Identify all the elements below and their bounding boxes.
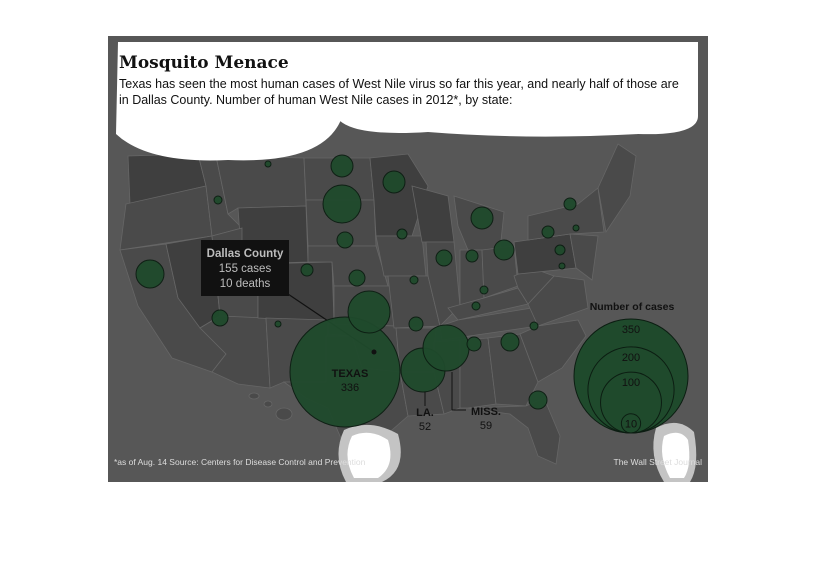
subtitle-blob — [328, 42, 698, 137]
hawaii-islands — [248, 392, 293, 421]
footnote-source: *as of Aug. 14 Source: Centers for Disea… — [114, 457, 366, 467]
state-illinois — [425, 241, 461, 327]
bubble-new-york — [563, 197, 577, 211]
corner-white-blob — [662, 432, 690, 478]
label-texas-value: 336 — [341, 382, 359, 394]
legend-label-200: 200 — [622, 352, 640, 364]
bubble-montana — [264, 160, 272, 168]
state-new-york — [527, 187, 605, 241]
bubble-ohio — [493, 239, 515, 261]
bubble-south-dakota — [322, 184, 362, 224]
bubble-minnesota — [382, 170, 406, 194]
state-wisconsin — [411, 185, 455, 243]
bubble-alabama — [466, 336, 482, 352]
publisher-credit: The Wall Street Journal — [613, 457, 703, 467]
label-la-value: 52 — [419, 421, 431, 433]
map-subtitle: Texas has seen the most human cases of W… — [119, 77, 679, 107]
bubble-maryland — [558, 262, 566, 270]
case-bubbles — [135, 154, 580, 428]
bubble-illinois — [435, 249, 453, 267]
bubble-virginia — [554, 244, 566, 256]
bubble-wisconsin — [409, 275, 419, 285]
state-pennsylvania — [513, 233, 577, 275]
bubble-oklahoma — [347, 290, 391, 334]
legend-circle-350 — [573, 318, 689, 434]
legend-label-350: 350 — [622, 324, 640, 336]
bubble-tennessee — [479, 285, 489, 295]
legend-title: Number of cases — [590, 301, 675, 313]
bubble-colorado — [300, 263, 314, 277]
legend-circle-10 — [620, 413, 642, 434]
state-mid-atlantic — [569, 233, 599, 281]
callout-line3: 10 deaths — [219, 278, 271, 290]
bubble-michigan — [470, 206, 494, 230]
bubble-california — [135, 259, 165, 289]
state-alabama — [459, 337, 497, 409]
small-white-blob — [347, 432, 391, 478]
state-iowa — [375, 235, 427, 277]
bubble-arizona — [211, 309, 229, 327]
bubble-new-mexico — [274, 320, 282, 328]
label-miss-value: 59 — [480, 420, 492, 432]
bubble-georgia — [500, 332, 520, 352]
bubble-nebraska — [336, 231, 354, 249]
label-texas-name: TEXAS — [332, 368, 369, 380]
bubble-idaho — [213, 195, 223, 205]
callout-line2: 155 cases — [218, 263, 272, 275]
label-miss-name: MISS. — [471, 406, 501, 418]
legend-label-10: 10 — [625, 419, 637, 431]
state-new-england — [597, 143, 637, 234]
bubble-indiana — [465, 249, 479, 263]
title-blob — [116, 42, 352, 161]
size-legend: Number of cases 350 200 100 10 — [573, 301, 689, 434]
bubble-mississippi — [422, 324, 470, 372]
bubble-missouri — [408, 316, 424, 332]
bubble-pennsylvania — [541, 225, 555, 239]
bubble-iowa — [396, 228, 408, 240]
state-montana — [215, 155, 307, 215]
bubble-carolina — [529, 321, 539, 331]
bubble-kentucky — [471, 301, 481, 311]
legend-label-100: 100 — [622, 377, 640, 389]
dallas-marker — [371, 349, 377, 355]
label-la-name: LA. — [416, 407, 434, 419]
bubble-florida — [528, 390, 548, 410]
us-map: TEXAS 336 LA. 52 MISS. 59 Number of case… — [116, 42, 698, 482]
bubble-north-dakota — [330, 154, 354, 178]
map-title: Mosquito Menace — [119, 53, 289, 73]
bubble-texas — [289, 316, 401, 428]
bubble-new-jersey — [572, 224, 580, 232]
dallas-callout: Dallas County 155 cases 10 deaths — [201, 240, 289, 296]
map-figure: TEXAS 336 LA. 52 MISS. 59 Number of case… — [108, 36, 708, 482]
callout-line1: Dallas County — [206, 248, 284, 260]
bubble-kansas — [348, 269, 366, 287]
